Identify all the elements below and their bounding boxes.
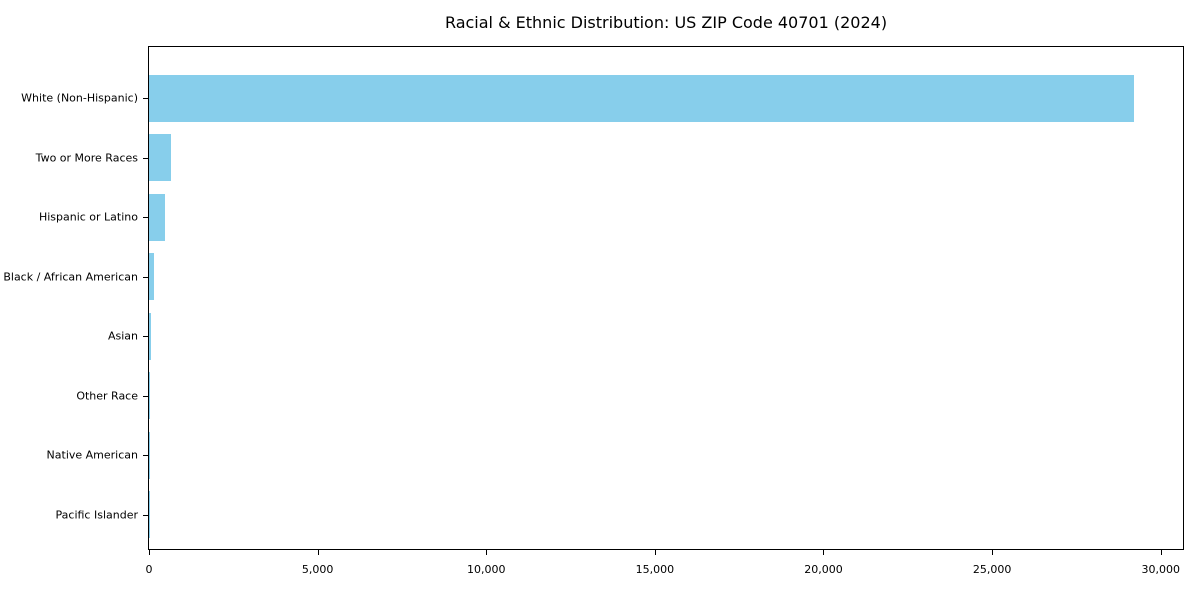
y-tick-mark: [143, 276, 148, 278]
y-tick-mark: [143, 336, 148, 337]
x-tick-label-0: 0: [145, 563, 153, 576]
bar-white-non-hispanic: [149, 74, 1134, 122]
y-tick-label-pacific-islander: Pacific Islander: [55, 508, 138, 521]
y-tick-label-white-non-hispanic: White (Non-Hispanic): [21, 91, 138, 105]
plot-area: White (Non-Hispanic) Two or More Races His…: [3, 46, 1184, 576]
x-tick-mark: [1160, 550, 1162, 555]
y-tick-label-black-african-american: Black / African American: [3, 270, 138, 283]
bar-black-african-american: [149, 253, 155, 300]
y-tick-mark: [143, 455, 148, 456]
x-tick-label-15-000: 15,000: [635, 563, 675, 576]
y-tick-mark: [143, 514, 148, 516]
y-tick-label-two-or-more-races: Two or More Races: [35, 151, 138, 164]
x-tick-mark: [823, 550, 825, 555]
x-tick-label-10-000: 10,000: [466, 563, 506, 576]
y-tick-label-asian: Asian: [107, 329, 138, 343]
chart-title: Racial & Ethnic Distribution: US ZIP Cod…: [444, 13, 888, 32]
x-tick-label-20-000: 20,000: [804, 563, 843, 576]
x-tick-mark: [992, 550, 994, 555]
x-tick-label-30-000: 30,000: [1141, 563, 1180, 576]
y-tick-mark: [143, 157, 148, 159]
x-tick-mark: [149, 550, 150, 555]
x-tick-label-5-000: 5,000: [301, 563, 334, 576]
bar-asian: [149, 312, 151, 360]
y-tick-mark: [143, 217, 148, 218]
bar-other-race: [149, 372, 150, 419]
x-tick-mark: [317, 550, 319, 555]
y-tick-mark: [143, 98, 148, 99]
bar-native-american: [149, 431, 150, 479]
x-tick-mark: [654, 550, 656, 555]
bar-two-or-more-races: [149, 134, 171, 181]
y-tick-mark: [143, 395, 148, 397]
x-tick-label-25-000: 25,000: [972, 563, 1012, 576]
y-tick-label-hispanic-or-latino: Hispanic or Latino: [38, 210, 138, 224]
x-tick-mark: [486, 550, 488, 555]
bar-hispanic-or-latino: [149, 193, 165, 241]
y-tick-label-native-american: Native American: [46, 448, 138, 462]
y-tick-label-other-race: Other Race: [76, 389, 138, 402]
